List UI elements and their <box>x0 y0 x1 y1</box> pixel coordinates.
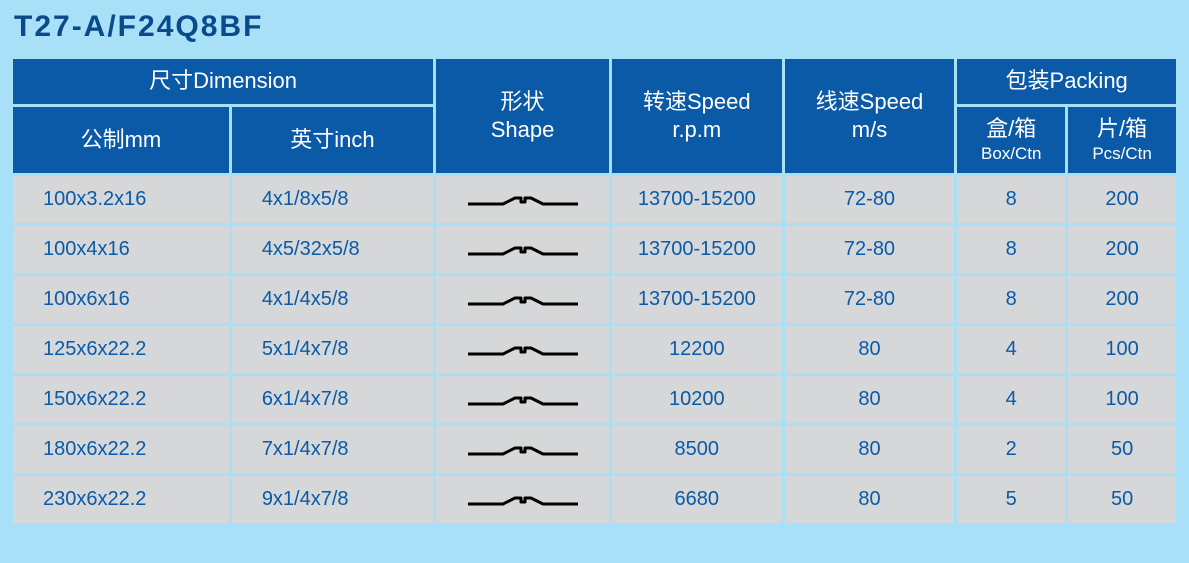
cell-rpm: 6680 <box>612 476 782 523</box>
cell-ms: 80 <box>785 376 955 423</box>
cell-mm: 150x6x22.2 <box>13 376 229 423</box>
cell-pcs: 50 <box>1068 426 1176 473</box>
header-ms-l2: m/s <box>789 116 951 145</box>
cell-inch: 7x1/4x7/8 <box>232 426 433 473</box>
cell-ms: 72-80 <box>785 276 955 323</box>
header-shape-l1: 形状 <box>440 88 605 117</box>
cell-rpm: 12200 <box>612 326 782 373</box>
header-dimension-label: 尺寸Dimension <box>17 67 429 96</box>
header-mm: 公制mm <box>13 107 229 174</box>
cell-box: 8 <box>957 276 1065 323</box>
cell-shape <box>436 476 609 523</box>
header-packing-group: 包装Packing <box>957 59 1176 104</box>
shape-profile-icon <box>463 390 583 410</box>
cell-inch: 4x5/32x5/8 <box>232 226 433 273</box>
header-box-ctn: 盒/箱 Box/Ctn <box>957 107 1065 174</box>
header-speed-rpm: 转速Speed r.p.m <box>612 59 782 173</box>
cell-rpm: 13700-15200 <box>612 226 782 273</box>
shape-profile-icon <box>463 440 583 460</box>
table-row: 150x6x22.26x1/4x7/8 10200804100 <box>13 376 1176 423</box>
cell-box: 2 <box>957 426 1065 473</box>
cell-box: 8 <box>957 176 1065 223</box>
cell-mm: 100x6x16 <box>13 276 229 323</box>
spec-table: 尺寸Dimension 形状 Shape 转速Speed r.p.m 线速Spe… <box>10 56 1179 526</box>
cell-ms: 72-80 <box>785 176 955 223</box>
table-row: 100x3.2x164x1/8x5/8 13700-1520072-808200 <box>13 176 1176 223</box>
header-mm-label: 公制mm <box>17 126 225 155</box>
cell-inch: 6x1/4x7/8 <box>232 376 433 423</box>
header-inch: 英寸inch <box>232 107 433 174</box>
header-pcs-l1: 片/箱 <box>1072 115 1172 144</box>
header-shape-l2: Shape <box>440 116 605 145</box>
cell-rpm: 13700-15200 <box>612 276 782 323</box>
header-box-l1: 盒/箱 <box>961 115 1061 144</box>
header-shape: 形状 Shape <box>436 59 609 173</box>
shape-profile-icon <box>463 340 583 360</box>
cell-shape <box>436 426 609 473</box>
cell-pcs: 200 <box>1068 276 1176 323</box>
cell-inch: 4x1/8x5/8 <box>232 176 433 223</box>
cell-pcs: 100 <box>1068 376 1176 423</box>
table-row: 230x6x22.29x1/4x7/8 668080550 <box>13 476 1176 523</box>
cell-box: 4 <box>957 376 1065 423</box>
cell-mm: 125x6x22.2 <box>13 326 229 373</box>
header-pcs-ctn: 片/箱 Pcs/Ctn <box>1068 107 1176 174</box>
cell-ms: 80 <box>785 326 955 373</box>
header-box-l2: Box/Ctn <box>961 143 1061 165</box>
cell-pcs: 200 <box>1068 226 1176 273</box>
cell-shape <box>436 226 609 273</box>
shape-profile-icon <box>463 190 583 210</box>
cell-box: 8 <box>957 226 1065 273</box>
header-dimension-group: 尺寸Dimension <box>13 59 433 104</box>
cell-ms: 80 <box>785 476 955 523</box>
cell-ms: 80 <box>785 426 955 473</box>
header-speed-ms: 线速Speed m/s <box>785 59 955 173</box>
header-rpm-l1: 转速Speed <box>616 88 778 117</box>
header-ms-l1: 线速Speed <box>789 88 951 117</box>
page-title: T27-A/F24Q8BF <box>14 10 1179 44</box>
shape-profile-icon <box>463 240 583 260</box>
header-pcs-l2: Pcs/Ctn <box>1072 143 1172 165</box>
cell-pcs: 50 <box>1068 476 1176 523</box>
cell-mm: 100x4x16 <box>13 226 229 273</box>
cell-box: 4 <box>957 326 1065 373</box>
table-row: 180x6x22.27x1/4x7/8 850080250 <box>13 426 1176 473</box>
cell-inch: 4x1/4x5/8 <box>232 276 433 323</box>
cell-shape <box>436 276 609 323</box>
cell-rpm: 13700-15200 <box>612 176 782 223</box>
header-packing-label: 包装Packing <box>961 67 1172 96</box>
cell-box: 5 <box>957 476 1065 523</box>
cell-shape <box>436 326 609 373</box>
cell-pcs: 100 <box>1068 326 1176 373</box>
cell-shape <box>436 176 609 223</box>
cell-rpm: 8500 <box>612 426 782 473</box>
cell-rpm: 10200 <box>612 376 782 423</box>
header-rpm-l2: r.p.m <box>616 116 778 145</box>
cell-mm: 180x6x22.2 <box>13 426 229 473</box>
shape-profile-icon <box>463 290 583 310</box>
cell-shape <box>436 376 609 423</box>
cell-inch: 5x1/4x7/8 <box>232 326 433 373</box>
table-row: 100x6x164x1/4x5/8 13700-1520072-808200 <box>13 276 1176 323</box>
cell-mm: 100x3.2x16 <box>13 176 229 223</box>
cell-mm: 230x6x22.2 <box>13 476 229 523</box>
cell-pcs: 200 <box>1068 176 1176 223</box>
table-row: 100x4x164x5/32x5/8 13700-1520072-808200 <box>13 226 1176 273</box>
shape-profile-icon <box>463 490 583 510</box>
table-row: 125x6x22.25x1/4x7/8 12200804100 <box>13 326 1176 373</box>
cell-inch: 9x1/4x7/8 <box>232 476 433 523</box>
cell-ms: 72-80 <box>785 226 955 273</box>
header-inch-label: 英寸inch <box>236 126 429 155</box>
